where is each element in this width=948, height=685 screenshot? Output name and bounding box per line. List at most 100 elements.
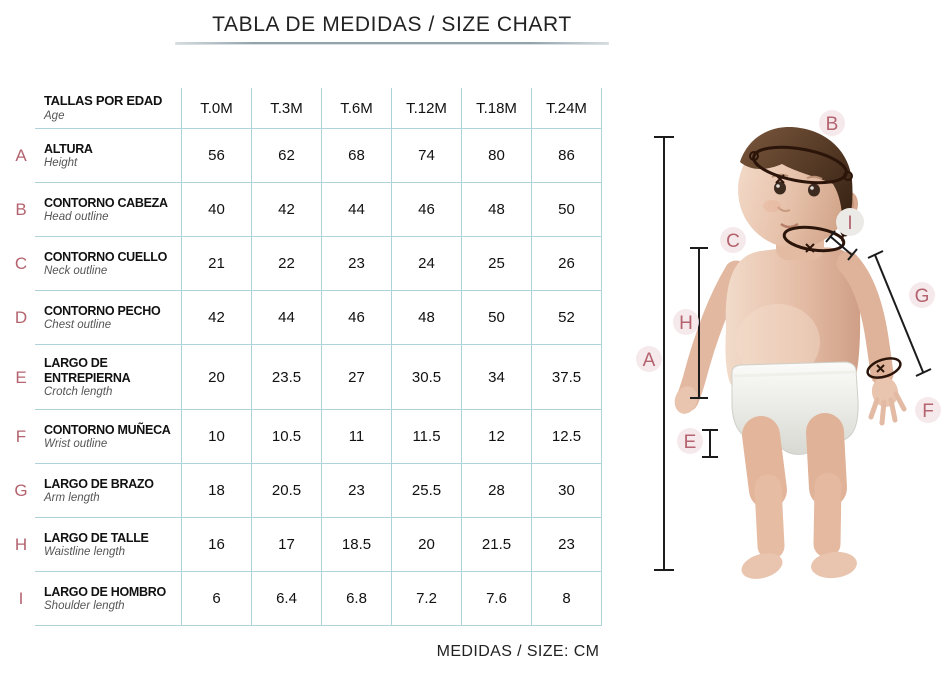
value-cell: 8	[532, 572, 602, 626]
value-cell: 18.5	[322, 518, 392, 572]
marker-letter-g: G	[915, 286, 930, 307]
value-cell: 18	[182, 464, 252, 518]
marker-halo	[720, 227, 746, 253]
baby-right-foot	[811, 551, 857, 579]
baby-cheek	[763, 200, 781, 212]
row-label-cell: LARGO DE ENTREPIERNA Crotch length	[35, 345, 182, 410]
value-cell: 23	[322, 237, 392, 291]
value-cell: 25	[462, 237, 532, 291]
table-row: G LARGO DE BRAZO Arm length 18 20.5 23 2…	[7, 464, 602, 518]
value-cell: 68	[322, 129, 392, 183]
value-cell: 12	[462, 410, 532, 464]
marker-halo	[636, 346, 662, 372]
gutter-cell	[7, 88, 35, 129]
value-cell: 20.5	[252, 464, 322, 518]
row-label-en: Shoulder length	[44, 600, 125, 613]
measure-line-e	[702, 429, 718, 458]
row-label-en: Crotch length	[44, 385, 113, 398]
size-column-header: T.3M	[252, 88, 322, 129]
value-cell: 10.5	[252, 410, 322, 464]
row-label-es: CONTORNO CUELLO	[44, 249, 168, 264]
value-cell: 80	[462, 129, 532, 183]
value-cell: 6.8	[322, 572, 392, 626]
value-cell: 50	[462, 291, 532, 345]
marker-halo	[677, 428, 703, 454]
value-cell: 21.5	[462, 518, 532, 572]
marker-letter-i: I	[847, 213, 852, 234]
value-cell: 42	[252, 183, 322, 237]
band-x-mark	[805, 243, 815, 253]
baby-right-eye	[808, 183, 820, 197]
baby-right-fingers	[868, 391, 907, 426]
row-letter: C	[14, 254, 28, 273]
marker-halo	[836, 208, 864, 236]
eye-glint	[776, 184, 780, 188]
table-row: C CONTORNO CUELLO Neck outline 21 22 23 …	[7, 237, 602, 291]
baby-left-eye	[774, 181, 786, 195]
band-loop	[749, 151, 759, 161]
value-cell: 27	[322, 345, 392, 410]
row-label-cell: CONTORNO CABEZA Head outline	[35, 183, 182, 237]
value-cell: 11	[322, 410, 392, 464]
baby-illustration	[674, 127, 907, 579]
value-cell: 12.5	[532, 410, 602, 464]
measurement-lines	[654, 136, 932, 571]
baby-right-arm	[836, 251, 894, 386]
value-cell: 46	[322, 291, 392, 345]
value-cell: 48	[462, 183, 532, 237]
value-cell: 7.2	[392, 572, 462, 626]
value-cell: 44	[322, 183, 392, 237]
wrist-measure-band	[866, 357, 902, 379]
row-label-es: ALTURA	[44, 141, 93, 156]
row-label-es: CONTORNO CABEZA	[44, 195, 168, 210]
value-cell: 6	[182, 572, 252, 626]
measure-line-h	[690, 247, 708, 399]
value-cell: 74	[392, 129, 462, 183]
value-cell: 86	[532, 129, 602, 183]
table-row: F CONTORNO MUÑECA Wrist outline 10 10.5 …	[7, 410, 602, 464]
value-cell: 24	[392, 237, 462, 291]
row-label-en: Arm length	[44, 492, 100, 505]
value-cell: 56	[182, 129, 252, 183]
table-row: H LARGO DE TALLE Waistline length 16 17 …	[7, 518, 602, 572]
size-column-header: T.18M	[462, 88, 532, 129]
row-label-es: LARGO DE ENTREPIERNA	[44, 356, 131, 385]
marker-halo	[915, 397, 941, 423]
value-cell: 34	[462, 345, 532, 410]
row-label-es: LARGO DE TALLE	[44, 530, 149, 545]
baby-belly-highlight	[736, 304, 820, 380]
size-table: TALLAS POR EDAD Age T.0M T.3M T.6M T.12M…	[7, 88, 602, 626]
value-cell: 22	[252, 237, 322, 291]
header-label-en: Age	[44, 109, 65, 122]
row-label-es: LARGO DE HOMBRO	[44, 584, 166, 599]
row-label-es: LARGO DE BRAZO	[44, 476, 154, 491]
value-cell: 26	[532, 237, 602, 291]
page-title: TABLA DE MEDIDAS / SIZE CHART	[212, 13, 572, 36]
value-cell: 23.5	[252, 345, 322, 410]
value-cell: 10	[182, 410, 252, 464]
row-letter: H	[14, 535, 28, 554]
marker-letter-h: H	[679, 313, 693, 334]
baby-right-shin	[813, 472, 842, 558]
baby-torso	[725, 247, 861, 398]
diaper-waistband	[733, 370, 857, 378]
baby-mouth	[780, 222, 799, 229]
baby-measurement-figure: B I C G H A E F	[628, 80, 948, 680]
row-label-cell: LARGO DE BRAZO Arm length	[35, 464, 182, 518]
value-cell: 48	[392, 291, 462, 345]
value-cell: 23	[532, 518, 602, 572]
page-header: TABLA DE MEDIDAS / SIZE CHART	[175, 13, 609, 44]
size-column-header: T.0M	[182, 88, 252, 129]
value-cell: 17	[252, 518, 322, 572]
value-cell: 50	[532, 183, 602, 237]
row-label-en: Chest outline	[44, 319, 112, 332]
marker-letter-a: A	[643, 350, 656, 371]
value-cell: 46	[392, 183, 462, 237]
figure-markers: B I C G H A E F	[636, 110, 941, 454]
value-cell: 11.5	[392, 410, 462, 464]
value-cell: 28	[462, 464, 532, 518]
title-underline	[175, 42, 609, 44]
size-column-header: T.6M	[322, 88, 392, 129]
size-column-header: T.24M	[532, 88, 602, 129]
row-letter: G	[14, 481, 28, 500]
